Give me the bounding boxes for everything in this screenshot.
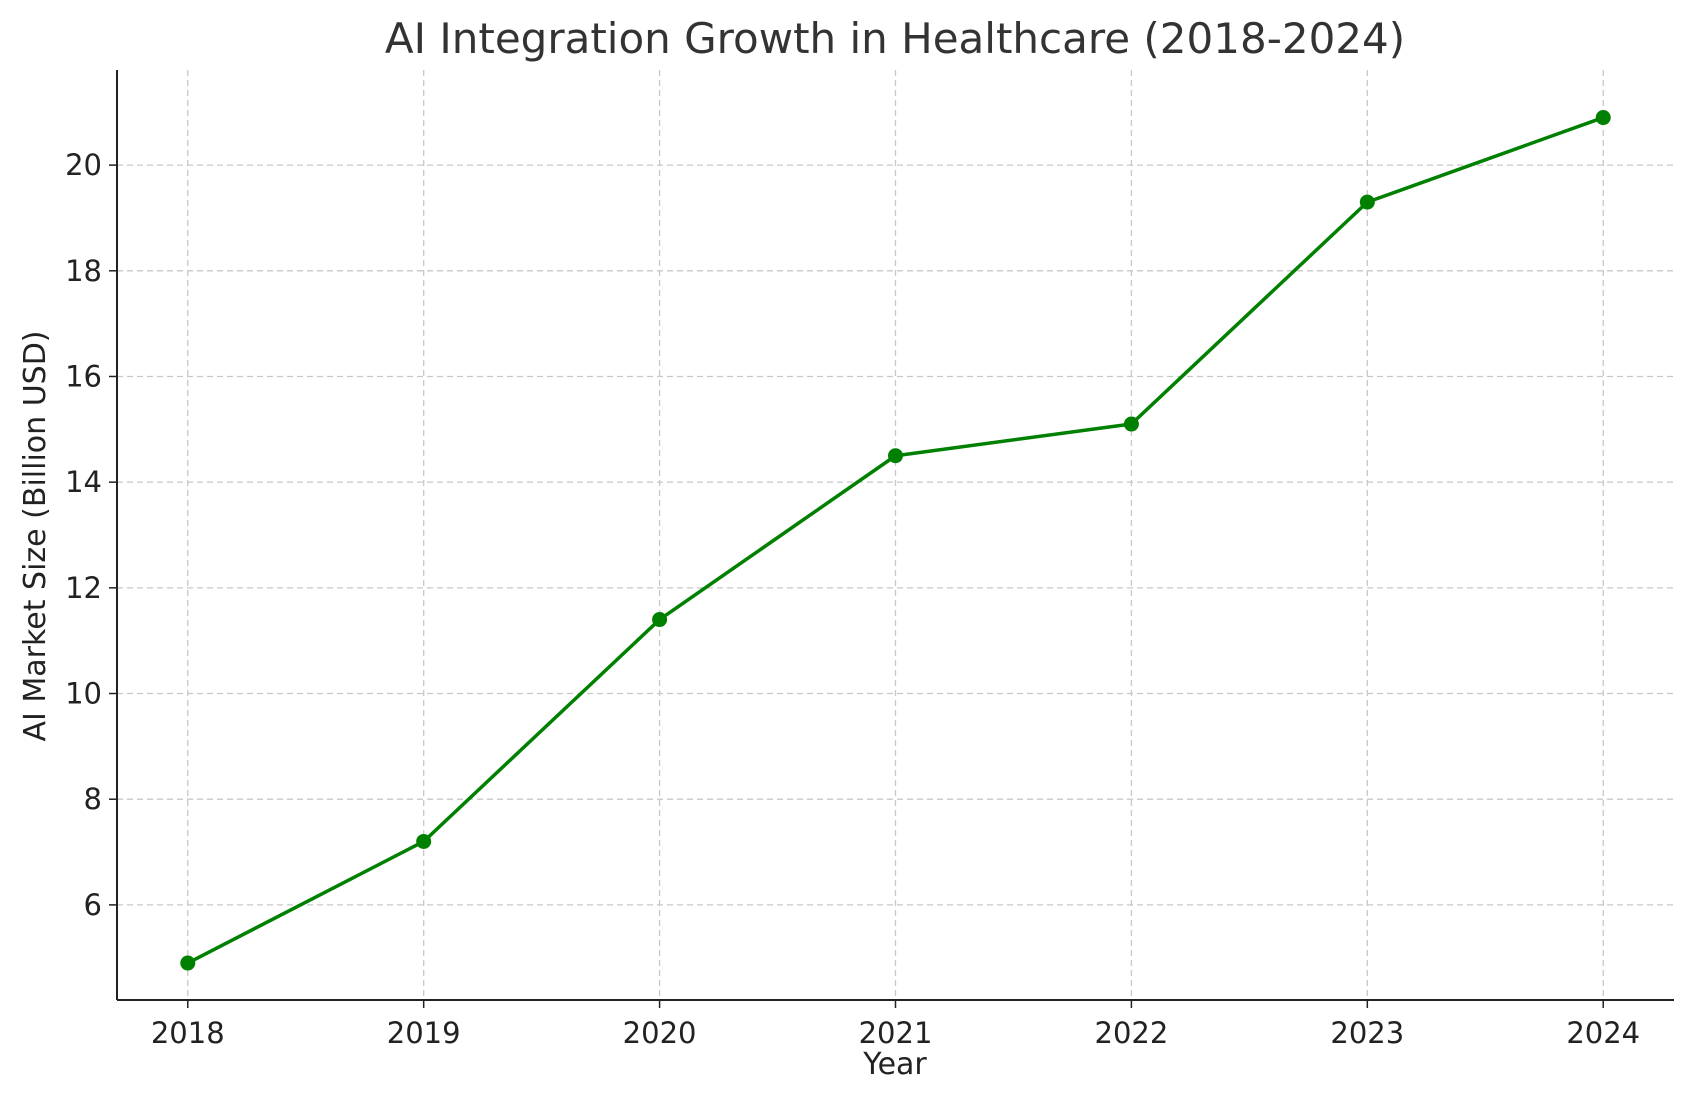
x-tick-label-2024: 2024 bbox=[1566, 1016, 1640, 1050]
tick-marks bbox=[109, 164, 1604, 1008]
y-axis-label: AI Market Size (Billion USD) bbox=[18, 330, 53, 741]
y-tick-label-14: 14 bbox=[65, 465, 102, 499]
y-tick-label-20: 20 bbox=[65, 148, 102, 182]
data-point-2024[interactable] bbox=[1595, 110, 1611, 126]
x-tick-label-2022: 2022 bbox=[1095, 1016, 1169, 1050]
data-point-2020[interactable] bbox=[652, 612, 668, 628]
x-tick-label-2020: 2020 bbox=[623, 1016, 697, 1050]
data-point-2018[interactable] bbox=[180, 955, 196, 971]
x-tick-label-2018: 2018 bbox=[151, 1016, 225, 1050]
x-tick-label-2019: 2019 bbox=[387, 1016, 461, 1050]
data-point-2023[interactable] bbox=[1359, 194, 1375, 210]
y-tick-label-12: 12 bbox=[65, 571, 102, 605]
y-tick-label-6: 6 bbox=[84, 888, 102, 922]
data-point-2019[interactable] bbox=[416, 833, 432, 849]
chart-title: AI Integration Growth in Healthcare (201… bbox=[385, 14, 1405, 63]
data-point-2021[interactable] bbox=[888, 448, 903, 464]
data-point-2022[interactable] bbox=[1123, 416, 1139, 432]
y-tick-label-10: 10 bbox=[65, 677, 102, 711]
x-tick-label-2023: 2023 bbox=[1330, 1016, 1404, 1050]
y-tick-label-8: 8 bbox=[84, 782, 102, 816]
y-tick-label-16: 16 bbox=[65, 359, 102, 393]
grid-lines bbox=[117, 70, 1674, 1000]
y-tick-label-18: 18 bbox=[65, 254, 102, 288]
x-tick-label-2021: 2021 bbox=[859, 1016, 933, 1050]
tick-labels: 2018 2019 2020 2021 2022 2023 2024 6 8 10 12 14 16 18… bbox=[65, 148, 1640, 1050]
x-axis-label: Year bbox=[862, 1047, 927, 1082]
series-layer bbox=[180, 110, 1611, 971]
